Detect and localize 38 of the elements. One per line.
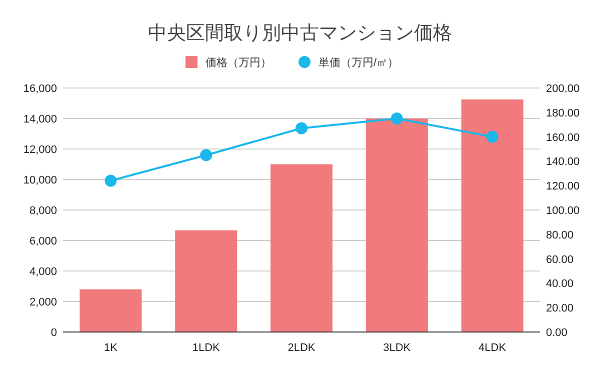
bar <box>461 99 524 332</box>
y-tick-label: 2,000 <box>29 296 57 308</box>
x-tick-label: 2LDK <box>288 342 316 354</box>
x-tick-label: 4LDK <box>478 342 507 354</box>
x-tick-label: 3LDK <box>383 342 412 354</box>
point <box>104 174 117 187</box>
y-tick-label: 8,000 <box>29 205 57 217</box>
bar <box>175 230 238 332</box>
y2-tick-label: 40.00 <box>546 278 574 290</box>
y2-tick-label: 200.00 <box>546 83 580 95</box>
y2-tick-label: 120.00 <box>546 180 580 193</box>
y2-tick-label: 80.00 <box>546 229 574 242</box>
y-tick-label: 4,000 <box>29 266 57 278</box>
point <box>200 149 212 162</box>
y2-tick-label: 160.00 <box>546 132 580 144</box>
x-tick-label: 1LDK <box>192 342 221 354</box>
y2-tick-label: 0.00 <box>546 327 568 339</box>
legend-label: 単価（万円/㎡） <box>318 57 399 69</box>
y2-tick-label: 20.00 <box>546 302 574 315</box>
y-tick-label: 12,000 <box>23 144 57 156</box>
y-tick-label: 10,000 <box>23 174 57 186</box>
y2-tick-label: 100.00 <box>546 205 580 217</box>
point <box>296 122 308 134</box>
chart-title: 中央区間取り別中古マンション価格 <box>148 23 452 44</box>
y2-tick-label: 140.00 <box>546 156 580 168</box>
point <box>486 130 498 143</box>
point <box>390 112 403 124</box>
bar <box>270 164 333 332</box>
y2-tick-label: 180.00 <box>546 107 580 120</box>
bar <box>366 118 428 332</box>
y-tick-label: 6,000 <box>29 236 57 248</box>
y-tick-label: 0 <box>50 327 57 339</box>
x-tick-label: 1K <box>104 342 118 354</box>
y2-tick-label: 60.00 <box>546 254 574 266</box>
y-tick-label: 16,000 <box>23 83 57 95</box>
bar <box>80 289 142 332</box>
legend-label: 価格（万円） <box>206 57 272 69</box>
y-tick-label: 14,000 <box>23 114 57 126</box>
